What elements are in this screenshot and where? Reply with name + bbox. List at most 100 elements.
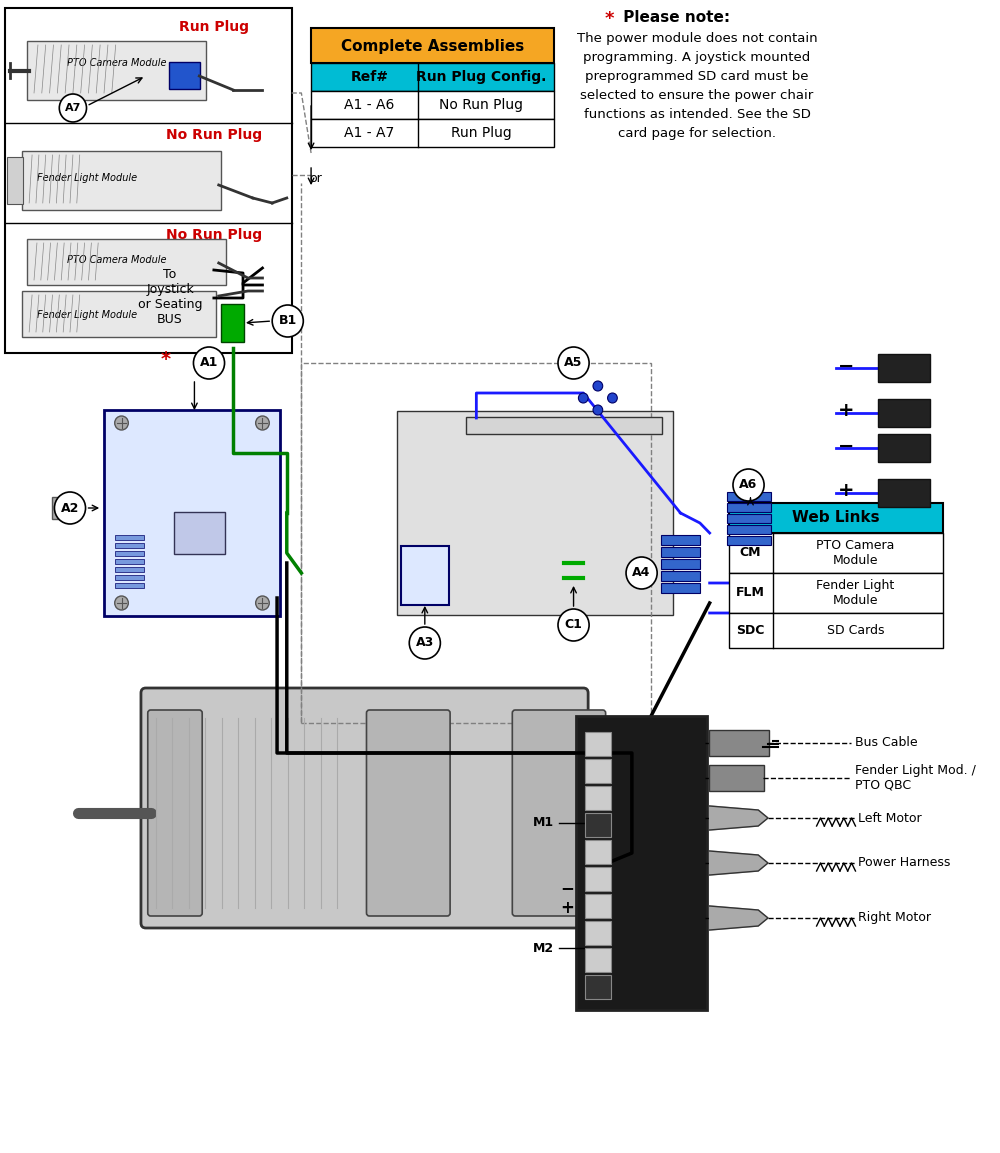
Text: FLM: FLM [736, 587, 765, 600]
FancyBboxPatch shape [221, 304, 244, 342]
FancyBboxPatch shape [22, 151, 221, 210]
Circle shape [558, 347, 589, 379]
FancyBboxPatch shape [512, 710, 606, 915]
Circle shape [608, 393, 617, 404]
FancyBboxPatch shape [729, 573, 943, 613]
FancyBboxPatch shape [661, 559, 700, 568]
Circle shape [272, 306, 303, 337]
FancyBboxPatch shape [311, 28, 554, 63]
FancyBboxPatch shape [585, 975, 611, 998]
Circle shape [59, 95, 87, 122]
Text: Left Motor: Left Motor [858, 812, 922, 824]
FancyBboxPatch shape [727, 492, 771, 502]
Text: or: or [309, 172, 322, 184]
Circle shape [578, 393, 588, 404]
Circle shape [733, 469, 764, 502]
FancyBboxPatch shape [585, 948, 611, 972]
FancyBboxPatch shape [585, 813, 611, 837]
Text: Complete Assemblies: Complete Assemblies [341, 38, 524, 53]
FancyBboxPatch shape [727, 514, 771, 523]
FancyBboxPatch shape [729, 533, 943, 573]
FancyBboxPatch shape [104, 410, 280, 616]
Text: Run Plug Config.: Run Plug Config. [416, 70, 546, 84]
Text: The power module does not contain: The power module does not contain [577, 32, 817, 45]
Text: A1: A1 [200, 356, 218, 369]
FancyBboxPatch shape [727, 503, 771, 512]
Text: No Run Plug: No Run Plug [439, 98, 523, 112]
Text: −: − [560, 879, 574, 897]
FancyBboxPatch shape [709, 764, 764, 791]
FancyBboxPatch shape [585, 786, 611, 811]
FancyBboxPatch shape [141, 688, 588, 928]
Circle shape [193, 347, 225, 379]
FancyBboxPatch shape [661, 535, 700, 545]
Circle shape [256, 596, 269, 610]
Text: card page for selection.: card page for selection. [618, 127, 776, 140]
Text: preprogrammed SD card must be: preprogrammed SD card must be [585, 70, 809, 83]
Text: selected to ensure the power chair: selected to ensure the power chair [580, 89, 814, 101]
FancyBboxPatch shape [727, 536, 771, 545]
Text: functions as intended. See the SD: functions as intended. See the SD [584, 108, 810, 121]
FancyBboxPatch shape [878, 399, 930, 427]
Text: *: * [605, 10, 614, 28]
Text: A4: A4 [632, 566, 651, 580]
Text: A1 - A7: A1 - A7 [344, 126, 395, 140]
Text: Web Links: Web Links [792, 511, 880, 526]
FancyBboxPatch shape [115, 575, 144, 580]
Text: C1: C1 [565, 618, 582, 632]
Text: Right Motor: Right Motor [858, 912, 931, 925]
FancyBboxPatch shape [311, 91, 554, 119]
Circle shape [558, 609, 589, 641]
FancyBboxPatch shape [878, 434, 930, 462]
FancyBboxPatch shape [729, 613, 943, 648]
FancyBboxPatch shape [397, 410, 673, 615]
FancyBboxPatch shape [5, 8, 292, 353]
FancyBboxPatch shape [115, 567, 144, 572]
Circle shape [409, 627, 440, 660]
Text: PTO Camera Module: PTO Camera Module [67, 58, 166, 68]
Text: M1: M1 [533, 816, 554, 829]
Text: +: + [560, 899, 574, 917]
Text: +: + [837, 482, 854, 500]
FancyBboxPatch shape [466, 417, 662, 434]
FancyBboxPatch shape [169, 62, 200, 89]
FancyBboxPatch shape [661, 547, 700, 557]
Text: A3: A3 [416, 636, 434, 649]
FancyBboxPatch shape [585, 894, 611, 918]
Text: Fender Light
Module: Fender Light Module [816, 579, 895, 606]
Circle shape [256, 416, 269, 430]
Text: A5: A5 [564, 356, 583, 369]
Circle shape [54, 492, 86, 523]
FancyBboxPatch shape [661, 583, 700, 593]
Text: B1: B1 [279, 315, 297, 327]
FancyBboxPatch shape [366, 710, 450, 915]
FancyBboxPatch shape [311, 63, 554, 91]
FancyBboxPatch shape [878, 354, 930, 382]
FancyBboxPatch shape [576, 716, 707, 1010]
Circle shape [626, 557, 657, 589]
Text: Fender Light Module: Fender Light Module [37, 310, 138, 321]
FancyBboxPatch shape [27, 42, 206, 100]
Text: To
Joystick
or Seating
BUS: To Joystick or Seating BUS [138, 267, 202, 326]
Text: Fender Light Module: Fender Light Module [37, 173, 138, 183]
FancyBboxPatch shape [585, 921, 611, 945]
Text: No Run Plug: No Run Plug [166, 228, 262, 242]
Circle shape [593, 380, 603, 391]
FancyBboxPatch shape [727, 525, 771, 534]
FancyBboxPatch shape [311, 119, 554, 146]
FancyBboxPatch shape [22, 291, 216, 337]
FancyBboxPatch shape [7, 157, 23, 204]
Polygon shape [710, 851, 768, 875]
Circle shape [115, 596, 128, 610]
FancyBboxPatch shape [585, 841, 611, 864]
Text: Run Plug: Run Plug [451, 126, 512, 140]
FancyBboxPatch shape [401, 547, 449, 605]
FancyBboxPatch shape [729, 503, 943, 533]
Text: −: − [838, 437, 854, 455]
Text: A1 - A6: A1 - A6 [344, 98, 395, 112]
Text: *: * [160, 351, 170, 369]
FancyBboxPatch shape [148, 710, 202, 915]
Text: PTO Camera Module: PTO Camera Module [67, 255, 166, 265]
FancyBboxPatch shape [585, 867, 611, 891]
Text: No Run Plug: No Run Plug [166, 128, 262, 142]
